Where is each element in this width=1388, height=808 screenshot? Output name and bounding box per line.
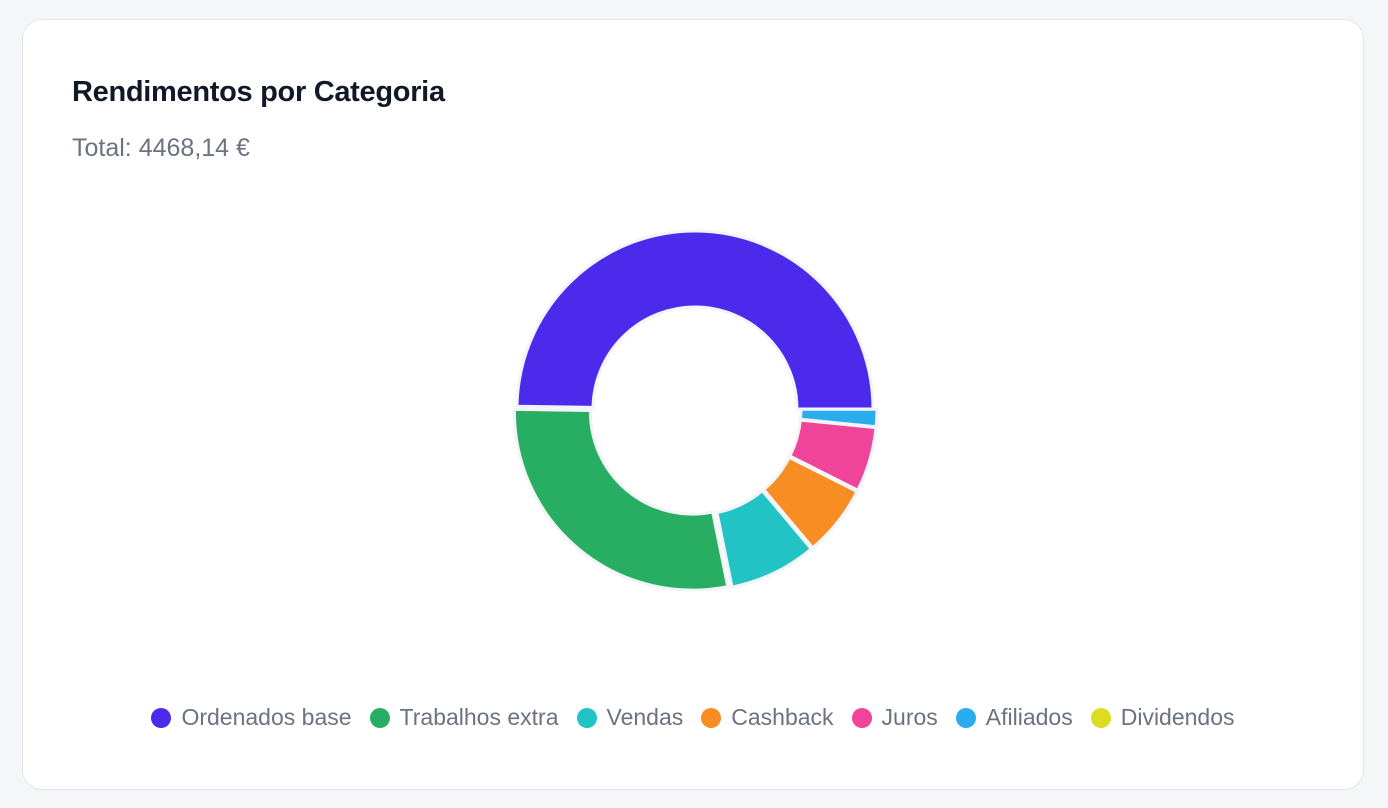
doughnut-chart	[512, 229, 879, 592]
legend-dot-icon	[151, 707, 172, 728]
legend-item-cashback[interactable]: Cashback	[701, 704, 834, 731]
slice-ordenados-base[interactable]	[515, 229, 875, 411]
slice-cashback[interactable]	[761, 455, 860, 550]
chart-card: Rendimentos por Categoria Total: 4468,14…	[22, 19, 1364, 790]
legend-label: Afiliados	[985, 704, 1073, 730]
legend-label: Dividendos	[1120, 704, 1235, 730]
legend-dot-icon	[576, 707, 597, 728]
slice-vendas[interactable]	[715, 488, 814, 589]
legend-label: Vendas	[606, 704, 684, 730]
legend-dot-icon	[369, 707, 390, 728]
legend-label: Trabalhos extra	[399, 704, 559, 730]
legend-item-vendas[interactable]: Vendas	[576, 704, 684, 731]
legend-dot-icon	[955, 707, 976, 728]
legend-item-juros[interactable]: Juros	[851, 704, 938, 731]
slice-trabalhos-extra[interactable]	[512, 407, 730, 592]
legend-item-trabalhos-extra[interactable]: Trabalhos extra	[369, 704, 559, 731]
legend-dot-icon	[851, 707, 872, 728]
legend-label: Juros	[881, 704, 938, 730]
chart-legend: Ordenados base Trabalhos extra Vendas Cashb…	[23, 704, 1363, 731]
legend-label: Ordenados base	[181, 704, 352, 730]
chart-title: Rendimentos por Categoria	[72, 76, 445, 108]
slice-afiliados[interactable]	[798, 407, 879, 429]
legend-item-afiliados[interactable]: Afiliados	[955, 704, 1073, 731]
chart-total: Total: 4468,14 €	[72, 134, 250, 162]
legend-item-ordenados-base[interactable]: Ordenados base	[151, 704, 352, 731]
legend-item-dividendos[interactable]: Dividendos	[1090, 704, 1235, 731]
legend-dot-icon	[1090, 707, 1111, 728]
legend-dot-icon	[701, 707, 722, 728]
legend-label: Cashback	[731, 704, 834, 730]
